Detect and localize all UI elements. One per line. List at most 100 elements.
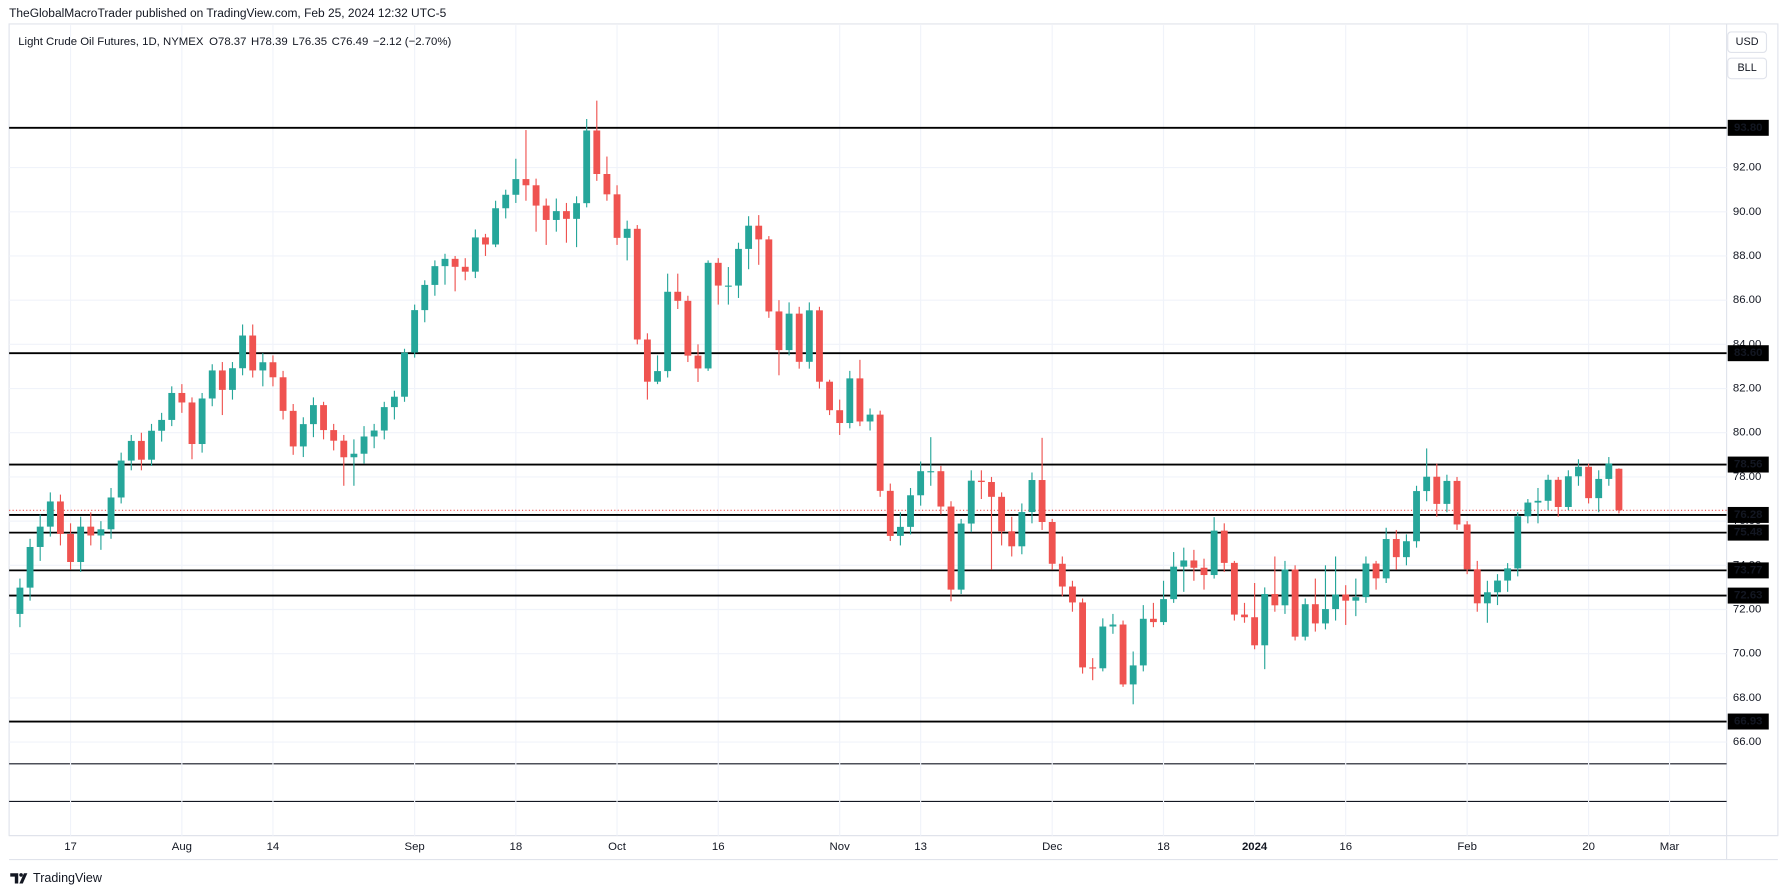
candle-body bbox=[866, 414, 874, 422]
unit[interactable]: BLL bbox=[1737, 62, 1756, 74]
candle-body bbox=[1139, 618, 1147, 666]
candle-body bbox=[26, 546, 34, 588]
candle-body bbox=[886, 490, 894, 536]
candle-body bbox=[694, 355, 702, 369]
candle-body bbox=[370, 430, 378, 437]
candle-body bbox=[1261, 594, 1269, 646]
candle-body bbox=[542, 205, 550, 220]
candle-body bbox=[745, 225, 753, 249]
candle-body bbox=[1554, 479, 1562, 507]
candle-body bbox=[148, 430, 155, 460]
candle-body bbox=[249, 335, 257, 371]
level-label: 76.28 bbox=[1734, 509, 1762, 521]
ohlc-value: 78.37 bbox=[218, 36, 246, 48]
candle-body bbox=[340, 440, 348, 458]
candle-body bbox=[279, 377, 287, 411]
labels: 66.0068.0070.0072.0074.0076.0078.0080.00… bbox=[64, 119, 1769, 853]
candle-body bbox=[1423, 476, 1431, 492]
candle-body bbox=[1595, 478, 1603, 499]
levels bbox=[9, 126, 1727, 723]
candle-body bbox=[502, 194, 510, 209]
candle-body bbox=[390, 396, 398, 408]
y-tick-label: 92.00 bbox=[1733, 162, 1761, 174]
candle-body bbox=[563, 211, 570, 219]
candle-body bbox=[714, 262, 722, 286]
candle-body bbox=[593, 130, 601, 175]
candle-body bbox=[1332, 594, 1339, 610]
ohlc-key: L bbox=[292, 36, 298, 48]
x-tick-label: 2024 bbox=[1242, 841, 1268, 853]
candle-body bbox=[46, 501, 54, 527]
candle-body bbox=[1301, 604, 1309, 637]
candle-body bbox=[1514, 516, 1522, 569]
candle-body bbox=[927, 471, 935, 473]
candles bbox=[16, 100, 1623, 705]
candle-body bbox=[461, 266, 469, 272]
level-label: 75.48 bbox=[1734, 527, 1762, 539]
candle-body bbox=[1413, 491, 1420, 542]
candle-body bbox=[1352, 597, 1360, 601]
candle-body bbox=[1099, 626, 1107, 669]
level-tag bbox=[1727, 119, 1769, 136]
candle-body bbox=[795, 313, 803, 362]
candle-body bbox=[1564, 476, 1572, 507]
unit-box[interactable] bbox=[1727, 57, 1768, 80]
candle-body bbox=[1473, 569, 1481, 604]
candle-body bbox=[1534, 500, 1542, 503]
level-label: 73.77 bbox=[1734, 564, 1762, 576]
candle-body bbox=[907, 495, 914, 527]
y-tick-label: 90.00 bbox=[1733, 206, 1761, 218]
candle-body bbox=[208, 370, 216, 399]
candle-body bbox=[107, 497, 115, 530]
y-tick-label: 88.00 bbox=[1733, 250, 1761, 262]
ohlc-key: H bbox=[251, 36, 259, 48]
x-tick-label: Mar bbox=[1660, 841, 1680, 853]
candle-body bbox=[755, 225, 763, 240]
candle-body bbox=[664, 291, 672, 372]
candle-body bbox=[552, 211, 560, 220]
level-tag bbox=[1727, 456, 1769, 473]
candle-body bbox=[451, 258, 459, 267]
candle-body bbox=[198, 398, 206, 445]
x-tick-label: 18 bbox=[1157, 841, 1170, 853]
candle-body bbox=[1403, 541, 1410, 558]
candle-body bbox=[735, 248, 742, 286]
y-tick-label: 80.00 bbox=[1733, 427, 1761, 439]
candle-body bbox=[623, 228, 631, 238]
candle-body bbox=[1109, 624, 1117, 627]
candle-body bbox=[411, 310, 419, 353]
candle-body bbox=[775, 311, 783, 351]
x-tick-label: Oct bbox=[608, 841, 627, 853]
candle-body bbox=[512, 179, 520, 195]
candle-body bbox=[1605, 463, 1613, 479]
candle-body bbox=[1129, 665, 1137, 685]
candle-body bbox=[1210, 530, 1218, 576]
candle-body bbox=[1220, 530, 1228, 563]
currency-box[interactable] bbox=[1727, 31, 1768, 54]
candle-body bbox=[1241, 614, 1248, 618]
candle-body bbox=[654, 371, 661, 382]
candle-body bbox=[1575, 466, 1582, 477]
level-tag bbox=[1727, 524, 1769, 541]
candle-body bbox=[380, 407, 388, 431]
candle-body bbox=[1160, 599, 1167, 623]
candle-body bbox=[471, 237, 479, 272]
level-label: 83.60 bbox=[1734, 347, 1762, 359]
candle-body bbox=[967, 480, 975, 524]
candle-body bbox=[330, 430, 338, 441]
candle-body bbox=[117, 460, 125, 498]
candle-body bbox=[856, 378, 864, 422]
candle-body bbox=[259, 362, 267, 371]
candle-body bbox=[1504, 568, 1512, 581]
candle-body bbox=[836, 410, 844, 424]
candle-body bbox=[765, 239, 773, 312]
ohlc-value: 78.39 bbox=[259, 36, 287, 48]
candle-body bbox=[643, 339, 651, 382]
candle-body bbox=[492, 208, 500, 245]
candle-body bbox=[269, 362, 277, 378]
currency[interactable]: USD bbox=[1736, 36, 1759, 48]
candle-body bbox=[805, 310, 813, 362]
